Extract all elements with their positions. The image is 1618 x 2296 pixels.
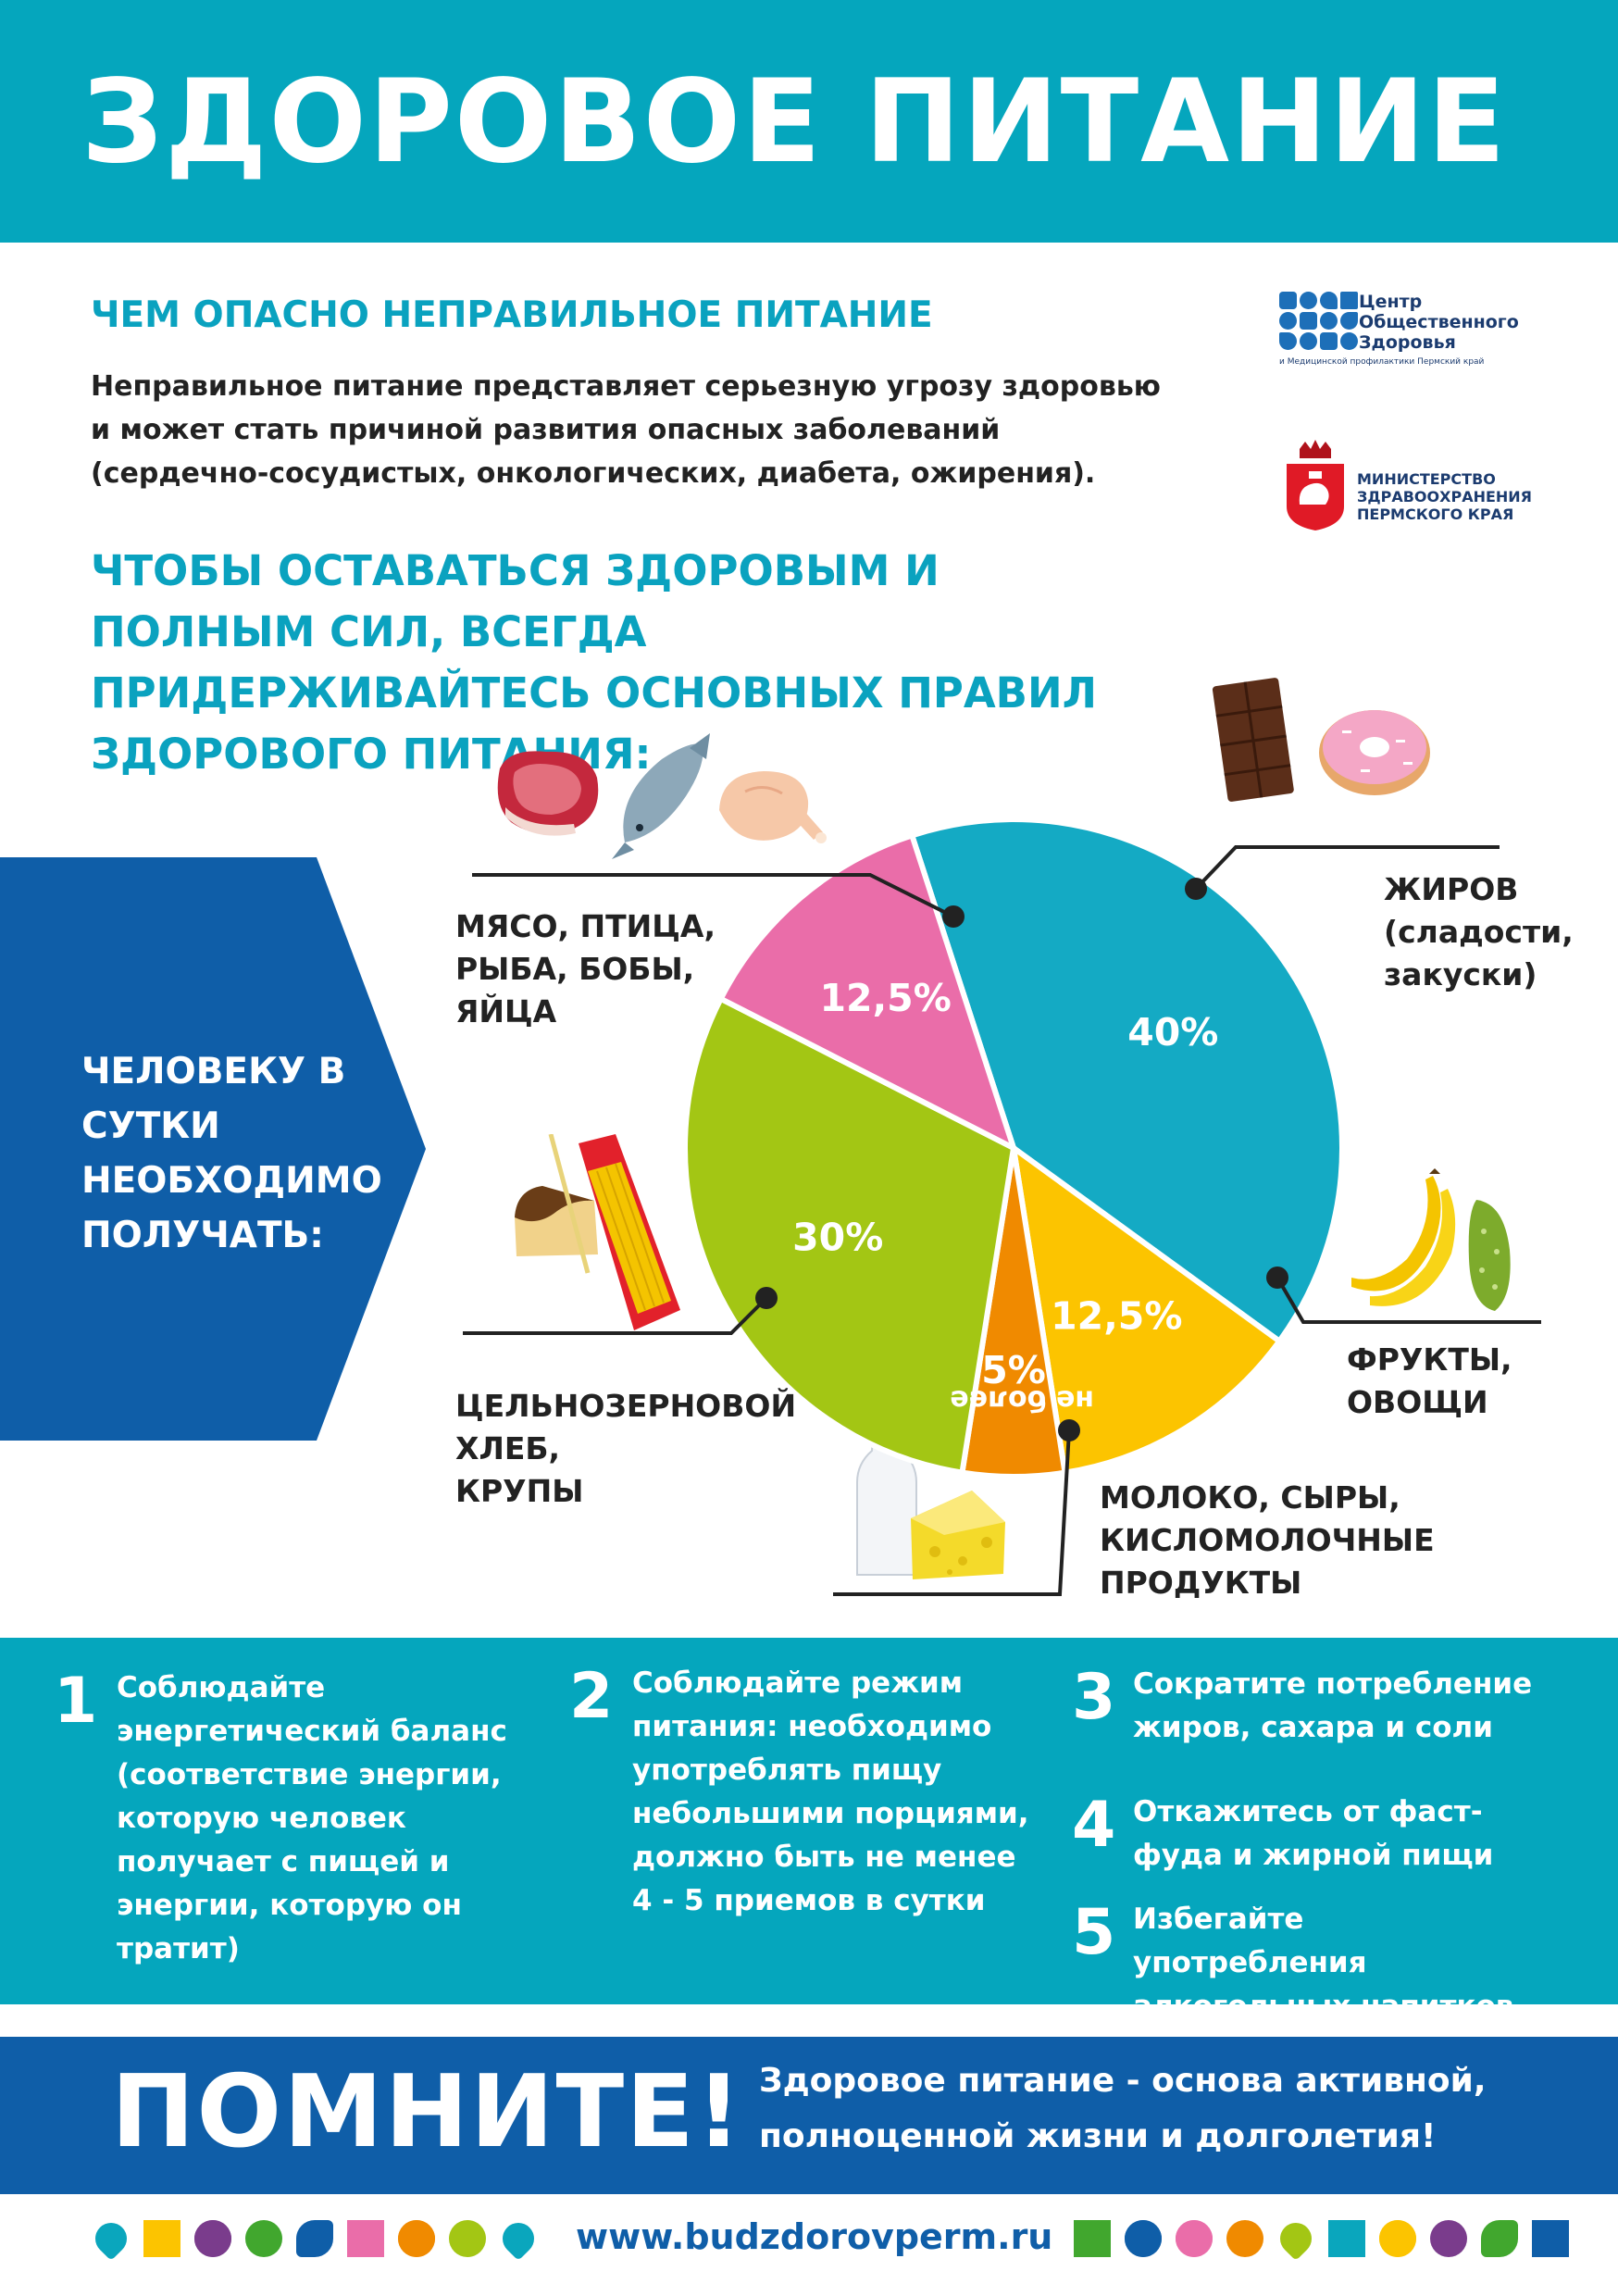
danger-heading: ЧЕМ ОПАСНО НЕПРАВИЛЬНОЕ ПИТАНИЕ (91, 294, 933, 336)
banana-icon (1351, 1168, 1456, 1306)
category-meat-line: РЫБА, БОБЫ, (455, 951, 695, 987)
ministry-name: МИНИСТЕРСТВО ЗДРАВООХРАНЕНИЯ ПЕРМСКОГО К… (1357, 470, 1532, 523)
public-health-center-logo (1279, 292, 1418, 366)
square-icon (1074, 2220, 1111, 2257)
pie-slice-label: 5% (981, 1348, 1046, 1392)
flower-icon (194, 2220, 231, 2257)
flower-icon (1125, 2220, 1162, 2257)
pie-slice (1009, 1142, 1284, 1477)
pie-slice (716, 831, 1019, 1154)
category-meat: МЯСО, ПТИЦА, РЫБА, БОБЫ, ЯЙЦА (455, 905, 716, 1033)
tip-text: Откажитесь от фаст-фуда и жирной пищи (1133, 1795, 1494, 1872)
daily-intake-arrow (0, 857, 426, 1441)
square-icon (347, 2220, 384, 2257)
daily-intake-text: ЧЕЛОВЕКУ В СУТКИ НЕОБХОДИМО ПОЛУЧАТЬ: (81, 1051, 382, 1256)
category-bread-line: ЦЕЛЬНОЗЕРНОВОЙ (455, 1388, 797, 1424)
tip-text: Соблюдайте режим питания: необходимо упо… (632, 1666, 1029, 1917)
category-meat-line: ЯЙЦА (455, 993, 557, 1029)
header-banner (0, 0, 1618, 243)
donut-icon (1319, 710, 1430, 795)
category-bread-line: КРУПЫ (455, 1473, 584, 1509)
category-fruit-line: ФРУКТЫ, (1347, 1341, 1512, 1378)
heart-icon (1273, 2215, 1319, 2262)
tip-number: 1 (54, 1665, 98, 1738)
circle-icon (245, 2220, 282, 2257)
category-meat-line: МЯСО, ПТИЦА, (455, 908, 716, 944)
square-icon (1328, 2220, 1365, 2257)
square-icon (1532, 2220, 1569, 2257)
pie-slice-label: 30% (792, 1216, 883, 1260)
cheese-icon (911, 1491, 1005, 1579)
pie-slice (908, 817, 1345, 1345)
remember-banner (0, 2037, 1618, 2194)
pie-slice (959, 1147, 1068, 1479)
category-milk: МОЛОКО, СЫРЫ, КИСЛОМОЛОЧНЫЕ ПРОДУКТЫ (1100, 1477, 1435, 1604)
tip-number: 3 (1072, 1661, 1116, 1734)
pie-slice-label: 12,5% (1051, 1294, 1182, 1339)
remember-text: Здоровое питание - основа активной, полн… (759, 2062, 1487, 2155)
circle-icon (1430, 2220, 1467, 2257)
tip-number: 4 (1072, 1789, 1116, 1862)
category-fat-line: закуски) (1384, 956, 1537, 992)
circle-icon (1226, 2220, 1263, 2257)
heart-icon (88, 2215, 134, 2262)
category-fat-line: (сладости, (1384, 914, 1574, 950)
rules-heading: ЧТОБЫ ОСТАВАТЬСЯ ЗДОРОВЫМ И ПОЛНЫМ СИЛ, … (91, 546, 1098, 779)
remember-heading: ПОМНИТЕ! (111, 2054, 744, 2170)
category-milk-line: ПРОДУКТЫ (1100, 1565, 1302, 1601)
category-fat: ЖИРОВ (сладости, закуски) (1384, 868, 1574, 996)
meat-icon (497, 751, 599, 836)
chocolate-icon (1212, 678, 1294, 802)
category-fruit-line: ОВОЩИ (1347, 1384, 1488, 1420)
tip-text: Сократите потребление жиров, сахара и со… (1133, 1667, 1533, 1744)
pasta-icon (548, 1134, 680, 1330)
leaf-icon (1481, 2220, 1518, 2257)
pie-slice-label: 12,5% (820, 976, 952, 1020)
flower-icon (398, 2220, 435, 2257)
center-name: Центр Общественного Здоровья (1359, 292, 1519, 353)
intro-text: Неправильное питание представляет серьез… (91, 370, 1161, 490)
circle-icon (449, 2220, 486, 2257)
category-fat-line: ЖИРОВ (1384, 871, 1519, 907)
tips-panel (0, 1638, 1618, 2004)
website-link[interactable]: www.budzdorovperm.ru (576, 2216, 1053, 2257)
category-bread: ЦЕЛЬНОЗЕРНОВОЙ ХЛЕБ, КРУПЫ (455, 1385, 796, 1513)
center-subtitle: и Медицинской профилактики Пермский край (1279, 357, 1485, 367)
page-title: ЗДОРОВОЕ ПИТАНИЕ (81, 56, 1508, 189)
category-milk-line: КИСЛОМОЛОЧНЫЕ (1100, 1522, 1435, 1558)
cucumber-icon (1468, 1200, 1511, 1311)
heart-icon (495, 2215, 541, 2262)
perm-crest-icon (1287, 440, 1344, 530)
category-fruit: ФРУКТЫ, ОВОЩИ (1347, 1339, 1512, 1424)
square-icon (143, 2220, 180, 2257)
category-bread-line: ХЛЕБ, (455, 1430, 561, 1466)
pie-slice-prefix: не более (950, 1384, 1094, 1416)
flower-icon (1379, 2220, 1416, 2257)
tip-text: Соблюдайте энергетический баланс (соотве… (117, 1671, 507, 1965)
pie-slice-label: 40% (1127, 1010, 1218, 1054)
fish-icon (612, 733, 710, 859)
category-milk-line: МОЛОКО, СЫРЫ, (1100, 1479, 1400, 1516)
leaf-icon (296, 2220, 333, 2257)
tip-number: 2 (569, 1660, 614, 1733)
chicken-icon (719, 771, 827, 843)
tip-text: Избегайте употребления алкогольных напит… (1133, 1903, 1514, 2023)
tip-number: 5 (1072, 1896, 1116, 1969)
flower-icon (1176, 2220, 1213, 2257)
